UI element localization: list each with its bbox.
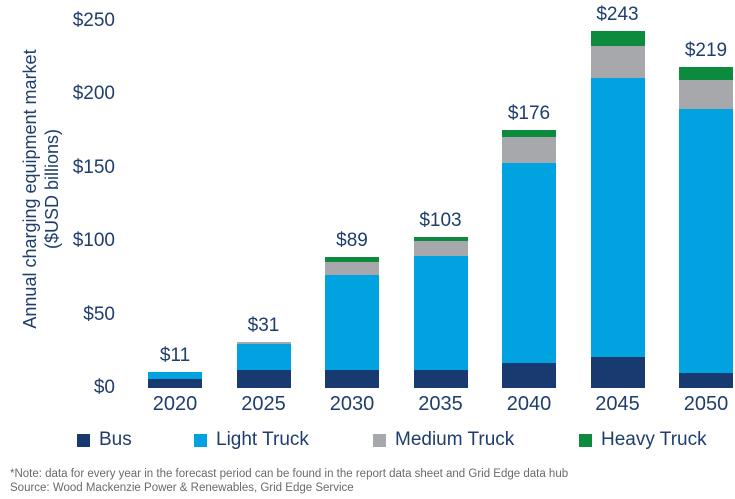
bar-segment-light-truck-2050 xyxy=(679,109,733,374)
bar-segment-bus-2025 xyxy=(236,370,291,388)
bar-segment-medium-truck-2025 xyxy=(236,342,291,344)
legend-label-bus: Bus xyxy=(99,429,132,450)
legend-swatch-bus xyxy=(77,433,90,447)
bar-segment-medium-truck-2045 xyxy=(590,45,645,79)
legend-label-light-truck: Light Truck xyxy=(216,429,309,450)
bar-segment-bus-2045 xyxy=(590,357,645,388)
bar-segment-light-truck-2025 xyxy=(236,343,291,371)
bar-segment-heavy-truck-2045 xyxy=(590,31,645,46)
bar-segment-light-truck-2035 xyxy=(413,255,468,371)
bar-segment-heavy-truck-2050 xyxy=(679,66,733,80)
bar-total-label-2035: $103 xyxy=(419,209,462,231)
bar-total-label-2045: $243 xyxy=(596,4,639,26)
legend-item-bus: Bus xyxy=(77,429,132,451)
x-tick-label-2045: 2045 xyxy=(595,393,640,415)
legend-item-light-truck: Light Truck xyxy=(194,429,309,451)
bar-segment-light-truck-2040 xyxy=(502,163,556,364)
bar-segment-bus-2035 xyxy=(413,370,468,388)
y-tick-label-100: $100 xyxy=(72,230,115,252)
x-tick-label-2050: 2050 xyxy=(683,393,729,415)
bar-total-label-2025: $31 xyxy=(247,315,280,337)
bar-segment-heavy-truck-2040 xyxy=(502,129,556,137)
y-tick-label-0: $0 xyxy=(93,377,115,398)
bar-total-label-2050: $219 xyxy=(684,39,728,61)
legend-swatch-light-truck xyxy=(194,433,207,447)
x-tick-label-2035: 2035 xyxy=(418,393,463,415)
legend-swatch-heavy-truck xyxy=(579,433,592,447)
legend-swatch-medium-truck xyxy=(373,433,386,447)
bar-segment-bus-2030 xyxy=(325,370,379,388)
bar-segment-bus-2020 xyxy=(148,379,202,388)
bar-segment-medium-truck-2050 xyxy=(679,79,733,110)
legend-label-medium-truck: Medium Truck xyxy=(395,429,515,450)
bar-segment-light-truck-2030 xyxy=(325,274,379,371)
footnote-note: *Note: data for every year in the foreca… xyxy=(10,468,569,480)
x-tick-label-2040: 2040 xyxy=(506,393,552,415)
legend-label-heavy-truck: Heavy Truck xyxy=(601,429,707,450)
bar-segment-heavy-truck-2035 xyxy=(413,236,468,242)
bar-segment-medium-truck-2035 xyxy=(413,241,468,256)
bar-total-label-2040: $176 xyxy=(507,102,551,124)
bar-segment-medium-truck-2040 xyxy=(502,136,556,164)
y-tick-label-50: $50 xyxy=(83,303,115,325)
bar-segment-medium-truck-2030 xyxy=(325,261,379,275)
y-tick-label-200: $200 xyxy=(72,83,115,105)
x-tick-label-2030: 2030 xyxy=(329,393,375,415)
footnote-source: Source: Wood Mackenzie Power & Renewable… xyxy=(10,482,354,494)
bar-segment-light-truck-2045 xyxy=(590,78,645,358)
legend-item-medium-truck: Medium Truck xyxy=(373,429,514,451)
bar-segment-light-truck-2020 xyxy=(148,371,202,380)
y-tick-label-150: $150 xyxy=(72,156,115,178)
bar-segment-bus-2050 xyxy=(679,373,733,388)
x-tick-label-2025: 2025 xyxy=(241,393,286,415)
legend-item-heavy-truck: Heavy Truck xyxy=(579,429,707,451)
bar-segment-bus-2040 xyxy=(502,363,556,388)
bar-total-label-2030: $89 xyxy=(336,230,368,252)
bar-segment-heavy-truck-2030 xyxy=(325,257,379,262)
bar-total-label-2020: $11 xyxy=(159,344,191,366)
x-tick-label-2020: 2020 xyxy=(152,393,198,415)
y-tick-label-250: $250 xyxy=(72,10,115,31)
